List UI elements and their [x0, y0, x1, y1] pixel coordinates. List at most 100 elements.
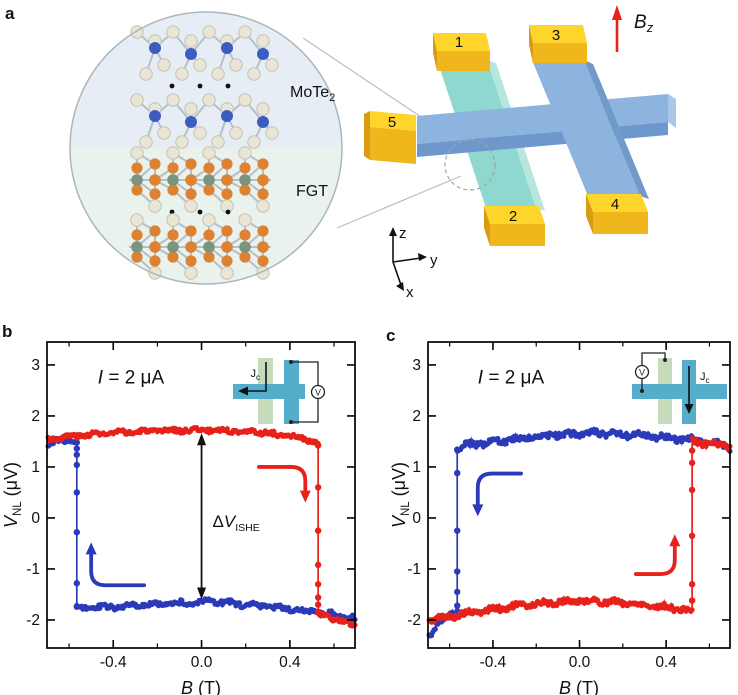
- atom-icon: [257, 188, 269, 200]
- transition-point: [73, 445, 81, 452]
- current-value-label: I = 2 μA: [478, 368, 545, 389]
- crystal-structure-inset: MoTe2 FGT: [69, 11, 343, 285]
- series-sweep-down-blue: [45, 435, 358, 623]
- transition-point: [688, 581, 696, 588]
- y-tick-label: 3: [31, 357, 40, 374]
- atom-icon: [167, 229, 179, 241]
- atom-icon: [257, 158, 269, 170]
- current-arrowhead-icon: [684, 404, 694, 414]
- panel-c-label: c: [386, 326, 396, 345]
- atom-icon: [185, 241, 197, 253]
- atom-icon: [257, 174, 269, 186]
- y-tick-label: 3: [412, 357, 421, 374]
- atom-icon: [167, 251, 179, 263]
- atom-icon: [130, 93, 144, 107]
- atom-icon: [130, 213, 144, 227]
- coordinate-axes: z y x: [389, 225, 438, 301]
- panel-a-label: a: [5, 4, 15, 23]
- atom-icon: [149, 241, 161, 253]
- atom-icon: [221, 188, 233, 200]
- transition-point: [314, 484, 322, 491]
- series-sweep-up-red: [426, 435, 733, 626]
- transition-point: [314, 581, 322, 588]
- inset-wires: [641, 352, 666, 391]
- transition-point: [314, 594, 322, 601]
- contact-2-label: 2: [509, 208, 517, 225]
- atom-icon: [184, 199, 198, 213]
- transition-point: [454, 588, 461, 596]
- hall-bar-device: 1 3 5 2 4: [364, 25, 676, 246]
- x-tick-label: 0.0: [569, 654, 591, 671]
- voltmeter-icon: [310, 384, 326, 400]
- atom-icon: [257, 48, 269, 60]
- atom-icon: [149, 188, 161, 200]
- atom-icon: [256, 199, 270, 213]
- ellipsis-dot: [169, 83, 175, 89]
- atom-icon: [238, 25, 252, 39]
- atom-icon: [185, 188, 197, 200]
- atom-icon: [257, 116, 269, 128]
- atom-icon: [203, 251, 215, 263]
- y-tick-label: -1: [407, 561, 421, 578]
- atom-icon: [257, 241, 269, 253]
- atom-icon: [265, 58, 279, 72]
- contact-4: 4: [586, 194, 648, 234]
- atom-icon: [149, 42, 161, 54]
- atom-icon: [211, 67, 225, 81]
- data-point: [689, 607, 695, 613]
- atom-icon: [184, 34, 198, 48]
- atom-icon: [203, 162, 215, 174]
- atom-icon: [238, 93, 252, 107]
- axis-y-label: y: [430, 252, 438, 269]
- transition-point: [314, 601, 322, 608]
- atom-icon: [220, 266, 234, 280]
- atom-icon: [167, 184, 179, 196]
- atom-icon: [185, 174, 197, 186]
- sweep-arrowhead-icon: [299, 490, 311, 503]
- atom-icon: [265, 126, 279, 140]
- ellipsis-dot: [225, 209, 231, 215]
- transition-point: [73, 529, 81, 536]
- atom-icon: [148, 199, 162, 213]
- sweep-arrow: [633, 534, 681, 576]
- atom-icon: [239, 241, 251, 253]
- y-tick-label: -1: [26, 561, 40, 578]
- ellipsis-dot: [197, 83, 203, 89]
- atom-icon: [221, 110, 233, 122]
- current-value-label: I = 2 μA: [98, 368, 165, 389]
- y-tick-label: 1: [31, 459, 40, 476]
- y-tick-label: 2: [412, 408, 421, 425]
- transition-point: [688, 459, 696, 467]
- axes: -0.4 0.0 0.4 -2 -1 0 1 2 3: [407, 341, 731, 671]
- transition-point: [454, 527, 461, 534]
- atom-icon: [203, 184, 215, 196]
- atom-icon: [185, 225, 197, 237]
- axis-z-label: z: [399, 225, 407, 242]
- current-arrow: [246, 362, 267, 392]
- measurement-schematic-c: V Jc: [632, 352, 727, 424]
- atom-icon: [257, 225, 269, 237]
- transition-point: [73, 489, 81, 496]
- atom-icon: [239, 174, 251, 186]
- chart-b: ΔVISHE -0.4 0.0 0.4 -2 -1 0 1 2 3 B (T) VNL (μV) I =…: [1, 341, 358, 695]
- contact-1: 1: [433, 33, 490, 71]
- data-point: [178, 597, 184, 603]
- device-schematic-panel: MoTe2 FGT 1 3: [69, 5, 676, 301]
- atom-icon: [166, 146, 180, 160]
- atom-icon: [184, 102, 198, 116]
- atom-icon: [221, 174, 233, 186]
- atom-icon: [256, 34, 270, 48]
- chart-panel-b: ΔVISHE -0.4 0.0 0.4 -2 -1 0 1 2 3 B (T) VNL (μV) I =…: [1, 341, 358, 695]
- atom-icon: [149, 174, 161, 186]
- field-arrowhead-icon: [612, 5, 622, 20]
- ellipsis-dot: [197, 209, 203, 215]
- atom-icon: [157, 58, 171, 72]
- atom-icon: [157, 126, 171, 140]
- inset-vbar: [284, 360, 299, 424]
- atom-icon: [175, 67, 189, 81]
- atom-icon: [149, 158, 161, 170]
- transition-point: [454, 568, 461, 575]
- transition-point: [688, 447, 696, 454]
- y-tick-label: 1: [412, 459, 421, 476]
